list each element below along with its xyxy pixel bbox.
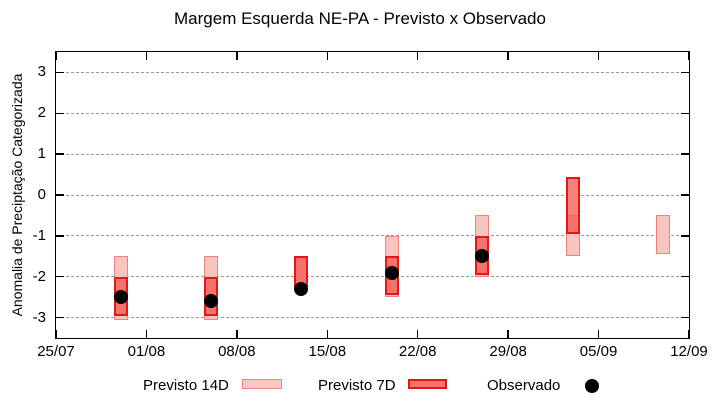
y-tick-right bbox=[681, 112, 689, 115]
y-tick-left bbox=[56, 71, 64, 74]
x-tick-label: 08/08 bbox=[218, 343, 256, 360]
x-tick-top bbox=[507, 52, 509, 60]
y-tick-label: -2 bbox=[32, 267, 46, 285]
x-tick-label: 12/09 bbox=[670, 343, 708, 360]
x-tick-label: 05/09 bbox=[579, 343, 618, 360]
x-tick-bottom bbox=[145, 330, 148, 338]
y-tick-left bbox=[56, 275, 64, 278]
x-tick-top bbox=[236, 52, 238, 60]
y-tick-label: 2 bbox=[37, 104, 46, 122]
x-tick-bottom bbox=[416, 330, 419, 338]
observado-dot bbox=[294, 281, 309, 296]
x-tick-top bbox=[416, 52, 419, 60]
observado-dot bbox=[113, 290, 128, 305]
legend-label-observado: Observado bbox=[487, 377, 561, 394]
chart-title: Margem Esquerda NE-PA - Previsto x Obser… bbox=[174, 9, 546, 28]
legend-swatch-previsto-7d bbox=[408, 379, 447, 389]
gridline-y bbox=[56, 153, 689, 155]
x-tick-label: 15/08 bbox=[308, 343, 347, 360]
gridline-y bbox=[56, 112, 689, 114]
plot-area bbox=[55, 51, 690, 339]
x-tick-bottom bbox=[56, 330, 57, 338]
y-tick-left bbox=[56, 316, 64, 319]
gridline-y bbox=[56, 235, 689, 237]
legend-label-previsto-7d: Previsto 7D bbox=[318, 377, 396, 394]
x-tick-top bbox=[56, 52, 57, 60]
x-tick-bottom bbox=[326, 330, 329, 338]
y-tick-right bbox=[681, 235, 689, 237]
y-tick-label: 0 bbox=[37, 186, 46, 203]
y-tick-label: 3 bbox=[37, 63, 46, 81]
legend-dot-observado bbox=[585, 379, 599, 393]
previsto-14d-box bbox=[656, 215, 671, 255]
x-tick-bottom bbox=[236, 330, 238, 338]
y-tick-right bbox=[681, 316, 689, 319]
y-tick-right bbox=[681, 194, 689, 196]
y-tick-label: -1 bbox=[32, 226, 46, 244]
box-underlay bbox=[656, 215, 671, 255]
previsto-7d-box bbox=[565, 176, 580, 234]
x-tick-top bbox=[326, 52, 329, 60]
y-tick-right bbox=[681, 153, 689, 155]
y-tick-label: -3 bbox=[32, 308, 46, 326]
legend-swatch-previsto-14d bbox=[242, 379, 282, 389]
x-tick-label: 22/08 bbox=[398, 343, 437, 360]
x-tick-bottom bbox=[597, 330, 600, 338]
x-tick-top bbox=[688, 52, 689, 60]
x-tick-label: 29/08 bbox=[489, 343, 527, 360]
gridline-y bbox=[56, 276, 689, 278]
y-tick-label: 1 bbox=[37, 145, 46, 163]
observado-dot bbox=[475, 249, 490, 264]
gridline-y bbox=[56, 71, 689, 73]
observado-dot bbox=[384, 265, 399, 280]
x-tick-bottom bbox=[507, 330, 509, 338]
x-tick-bottom bbox=[688, 330, 689, 338]
gridline-y bbox=[56, 194, 689, 196]
y-tick-left bbox=[56, 235, 64, 237]
y-tick-right bbox=[681, 275, 689, 278]
legend-label-previsto-14d: Previsto 14D bbox=[143, 377, 229, 394]
x-tick-top bbox=[597, 52, 600, 60]
gridline-y bbox=[56, 317, 689, 319]
y-tick-right bbox=[681, 71, 689, 74]
observado-dot bbox=[204, 294, 219, 309]
y-tick-left bbox=[56, 153, 64, 155]
x-tick-label: 01/08 bbox=[127, 343, 166, 360]
x-tick-top bbox=[145, 52, 148, 60]
x-tick-label: 25/07 bbox=[37, 343, 75, 360]
y-tick-left bbox=[56, 194, 64, 196]
y-tick-left bbox=[56, 112, 64, 115]
